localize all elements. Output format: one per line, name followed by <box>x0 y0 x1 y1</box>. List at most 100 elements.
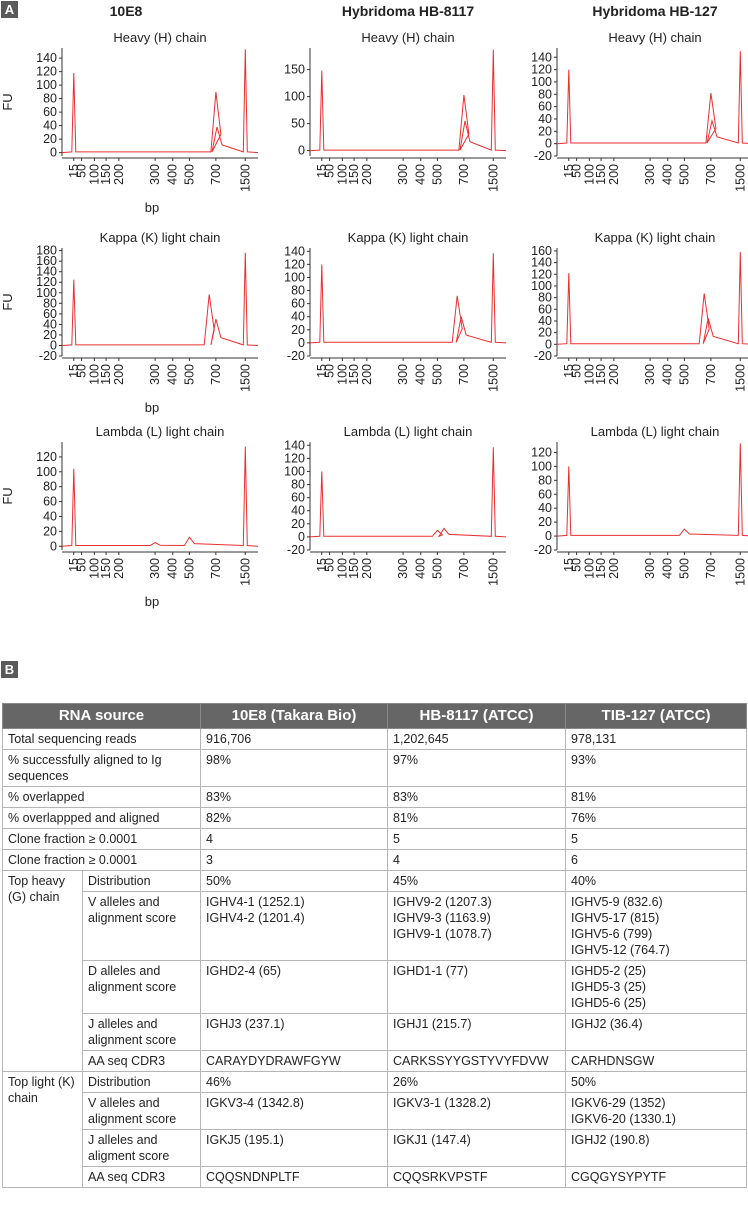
electropherogram-plot: Lambda (L) light chain-20020406080100120… <box>531 424 748 586</box>
group-label: Top heavy (G) chain <box>2 870 83 1072</box>
x-tick-label: 150 <box>594 164 608 185</box>
x-tick-label: 150 <box>99 164 113 185</box>
cell-line: CARHDNSGW <box>571 1054 655 1068</box>
x-tick-label: 200 <box>112 164 126 185</box>
plot-title: Kappa (K) light chain <box>595 230 716 245</box>
x-tick-label: 15 <box>67 558 81 572</box>
row-label: % overlapped <box>2 786 201 808</box>
x-axis-label: bp <box>145 594 159 609</box>
sub-row-label: AA seq CDR3 <box>82 1050 201 1072</box>
y-tick-label: 40 <box>538 314 552 328</box>
x-tick-label: 400 <box>661 164 675 185</box>
y-tick-label: 60 <box>291 491 305 505</box>
x-tick-label: 15 <box>562 164 576 178</box>
cell-line: CARAYDYDRAWFGYW <box>206 1054 341 1068</box>
y-tick-label: 0 <box>50 338 57 352</box>
cell-line: 40% <box>571 874 597 888</box>
sample-header: Hybridoma HB-127 <box>592 3 717 19</box>
table-row: Clone fraction ≥ 0.0001 4 5 5 <box>2 828 747 850</box>
cell-line: IGKV3-4 (1342.8) <box>206 1096 304 1110</box>
group-label: Top light (K) chain <box>2 1071 83 1188</box>
x-tick-label: 1500 <box>486 558 500 586</box>
y-tick-label: 20 <box>43 132 57 146</box>
x-tick-label: 200 <box>607 364 621 385</box>
table-cell: 81% <box>565 786 747 808</box>
table-cell: CQQSNDNPLTF <box>200 1166 388 1188</box>
y-tick-label: 80 <box>43 92 57 106</box>
cell-line: IGKV3-1 (1328.2) <box>393 1096 491 1110</box>
electropherogram-plot: Lambda (L) light chainFU0204060801001201… <box>0 424 259 609</box>
cell-line: IGHD5-6 (25) <box>571 996 647 1010</box>
y-axis-label: FU <box>0 93 15 110</box>
y-tick-label: 140 <box>36 51 57 65</box>
x-tick-label: 15 <box>67 364 81 378</box>
x-tick-label: 200 <box>360 364 374 385</box>
x-tick-label: 500 <box>182 558 196 579</box>
x-tick-label: 300 <box>643 164 657 185</box>
table-row: Top heavy (G) chain Distribution 50% 45% 40% <box>2 870 747 1072</box>
y-tick-label: 180 <box>36 244 57 258</box>
electropherogram-grid: 10E8 Hybridoma HB-8117 Hybridoma HB-127 Hea… <box>0 3 748 609</box>
x-tick-label: 700 <box>457 164 471 185</box>
x-tick-label: 700 <box>704 558 718 579</box>
cell-line: CARKSSYYGSTYVYFDVW <box>393 1054 549 1068</box>
table-cell: IGHD2-4 (65) <box>200 960 388 1014</box>
cell-line: IGHV5-9 (832.6) <box>571 895 663 909</box>
trace-line <box>61 252 259 346</box>
table-cell: CARHDNSGW <box>565 1050 747 1072</box>
y-tick-label: 80 <box>538 87 552 101</box>
cell-line: IGHJ1 (215.7) <box>393 1017 472 1031</box>
y-tick-label: 40 <box>291 310 305 324</box>
plot-title: Lambda (L) light chain <box>96 424 225 439</box>
x-tick-label: 300 <box>643 558 657 579</box>
x-tick-label: 700 <box>209 364 223 385</box>
y-tick-label: 120 <box>36 65 57 79</box>
y-tick-label: 20 <box>43 328 57 342</box>
y-tick-label: 80 <box>538 291 552 305</box>
table-cell: 916,706 <box>200 728 388 750</box>
y-tick-label: 80 <box>291 284 305 298</box>
table-cell: 81% <box>387 807 566 829</box>
table-cell: 50% <box>200 870 388 892</box>
table-row: % overlapped 83% 83% 81% <box>2 786 747 808</box>
cell-line: IGHJ2 (36.4) <box>571 1017 643 1031</box>
trace-line <box>309 447 507 538</box>
x-tick-label: 100 <box>335 364 349 385</box>
trace-line <box>61 446 259 547</box>
table-cell: IGHV9-2 (1207.3) IGHV9-3 (1163.9) IGHV9-1 … <box>387 891 566 961</box>
x-tick-label: 100 <box>87 164 101 185</box>
x-tick-label: 50 <box>323 164 337 178</box>
row-label: Clone fraction ≥ 0.0001 <box>2 849 201 871</box>
x-tick-label: 50 <box>570 164 584 178</box>
table-row: AA seq CDR3 CARAYDYDRAWFGYW CARKSSYYGSTYVY… <box>3 1050 747 1072</box>
x-tick-label: 500 <box>182 364 196 385</box>
y-tick-label: 140 <box>36 265 57 279</box>
header-rna-source: RNA source <box>2 703 201 729</box>
plot-title: Heavy (H) chain <box>361 30 454 45</box>
x-tick-label: 200 <box>607 558 621 579</box>
y-tick-label: 40 <box>43 317 57 331</box>
y-tick-label: 60 <box>43 105 57 119</box>
x-tick-label: 400 <box>166 558 180 579</box>
table-cell: 50% <box>565 1071 747 1093</box>
trace-line <box>556 443 748 537</box>
y-tick-label: 140 <box>284 438 305 452</box>
x-tick-label: 50 <box>323 558 337 572</box>
x-tick-label: 100 <box>87 558 101 579</box>
panel-b-label: B <box>1 661 18 678</box>
x-tick-label: 150 <box>594 558 608 579</box>
cell-line: IGHV9-2 (1207.3) <box>393 895 492 909</box>
table-cell: 978,131 <box>565 728 747 750</box>
y-tick-label: 120 <box>531 445 552 459</box>
y-tick-label: 140 <box>531 256 552 270</box>
cell-line: CQQSRKVPSTF <box>393 1170 488 1184</box>
y-tick-label: -20 <box>287 543 305 557</box>
x-tick-label: 400 <box>166 364 180 385</box>
cell-line: IGKV6-20 (1330.1) <box>571 1112 676 1126</box>
table-cell: IGKJ5 (195.1) <box>200 1129 388 1167</box>
table-cell: 40% <box>565 870 747 892</box>
y-tick-label: 100 <box>36 286 57 300</box>
x-tick-label: 500 <box>430 558 444 579</box>
x-tick-label: 100 <box>87 364 101 385</box>
x-tick-label: 200 <box>112 558 126 579</box>
